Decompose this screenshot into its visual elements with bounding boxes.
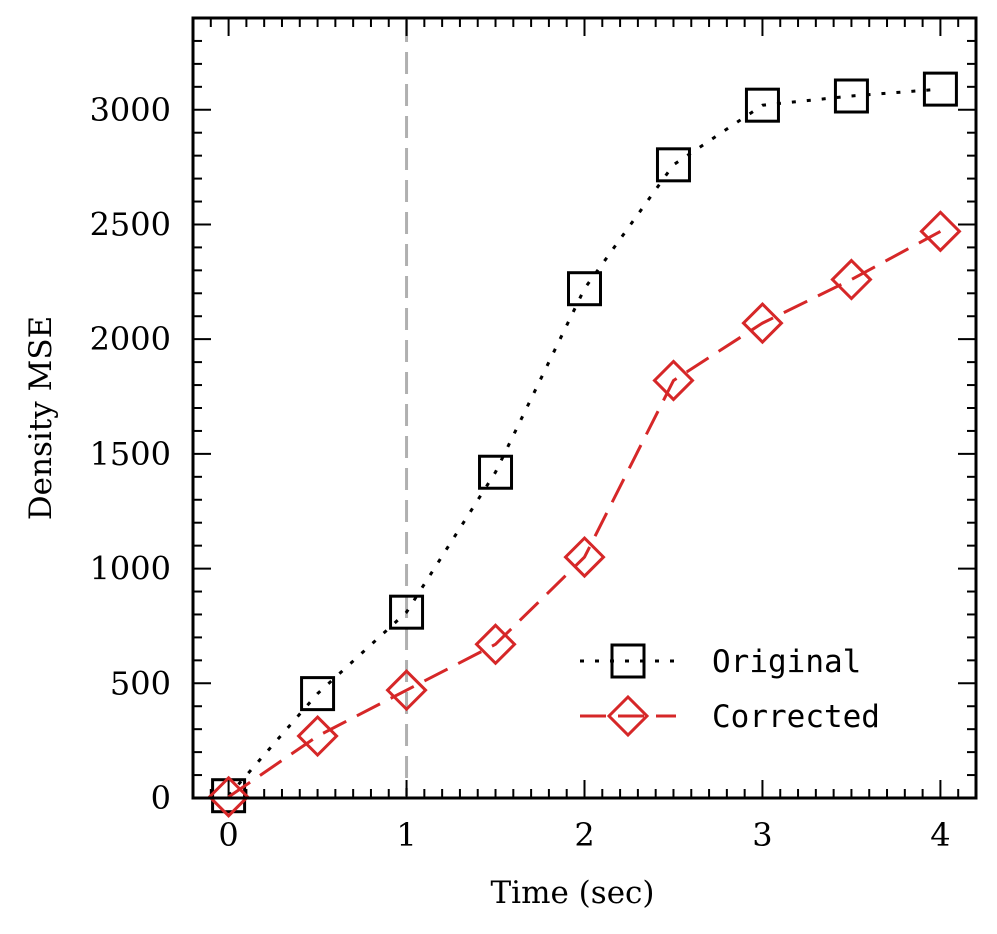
data-point-original bbox=[567, 271, 602, 307]
y-axis-label: Density MSE bbox=[23, 316, 59, 520]
series-corrected bbox=[207, 210, 962, 818]
tick-labels: 0 1 2 3 4 0 500 1000 1500 2000 2500 3000 bbox=[90, 91, 951, 854]
legend-item-original: Original bbox=[580, 643, 861, 680]
x-tick-label: 3 bbox=[752, 816, 772, 854]
legend-item-corrected: Corrected bbox=[580, 694, 880, 738]
data-point-corrected bbox=[919, 210, 962, 253]
legend-marker-corrected bbox=[606, 694, 650, 738]
x-tick-label: 4 bbox=[930, 816, 950, 854]
y-tick-label: 1500 bbox=[90, 435, 171, 473]
data-point-corrected bbox=[207, 775, 250, 818]
x-tick-label: 2 bbox=[574, 816, 594, 854]
data-point-original bbox=[389, 594, 425, 630]
data-point-corrected bbox=[474, 623, 517, 666]
legend-label-original: Original bbox=[712, 644, 861, 680]
data-point-corrected bbox=[296, 714, 339, 758]
series-line-original bbox=[227, 87, 941, 797]
x-axis-label: Time (sec) bbox=[491, 875, 655, 911]
data-point-corrected bbox=[652, 359, 695, 402]
data-point-original bbox=[833, 78, 869, 114]
legend-marker-original bbox=[610, 643, 646, 679]
y-tick-label: 3000 bbox=[90, 91, 171, 129]
data-point-original bbox=[478, 454, 514, 490]
y-tick-label: 1000 bbox=[90, 550, 171, 588]
y-tick-label: 2000 bbox=[90, 320, 171, 358]
data-point-original bbox=[744, 87, 780, 123]
data-point-original bbox=[655, 147, 691, 183]
y-tick-label: 500 bbox=[110, 664, 171, 702]
data-point-original bbox=[922, 71, 958, 107]
plot-frame bbox=[191, 16, 978, 800]
data-point-corrected bbox=[741, 301, 784, 345]
data-point-corrected bbox=[563, 535, 606, 579]
x-tick-label: 1 bbox=[396, 816, 416, 854]
y-tick-label: 2500 bbox=[90, 205, 171, 243]
data-point-corrected bbox=[385, 669, 428, 712]
data-point-original bbox=[300, 676, 336, 712]
x-tick-label: 0 bbox=[218, 816, 238, 854]
data-point-corrected bbox=[830, 258, 873, 301]
series-original bbox=[211, 71, 958, 814]
legend-label-corrected: Corrected bbox=[712, 699, 880, 735]
series-layer bbox=[207, 71, 962, 818]
axis-ticks bbox=[193, 17, 977, 799]
series-line-corrected bbox=[227, 230, 942, 799]
y-tick-label: 0 bbox=[151, 779, 171, 817]
legend: Original Corrected bbox=[580, 643, 880, 738]
